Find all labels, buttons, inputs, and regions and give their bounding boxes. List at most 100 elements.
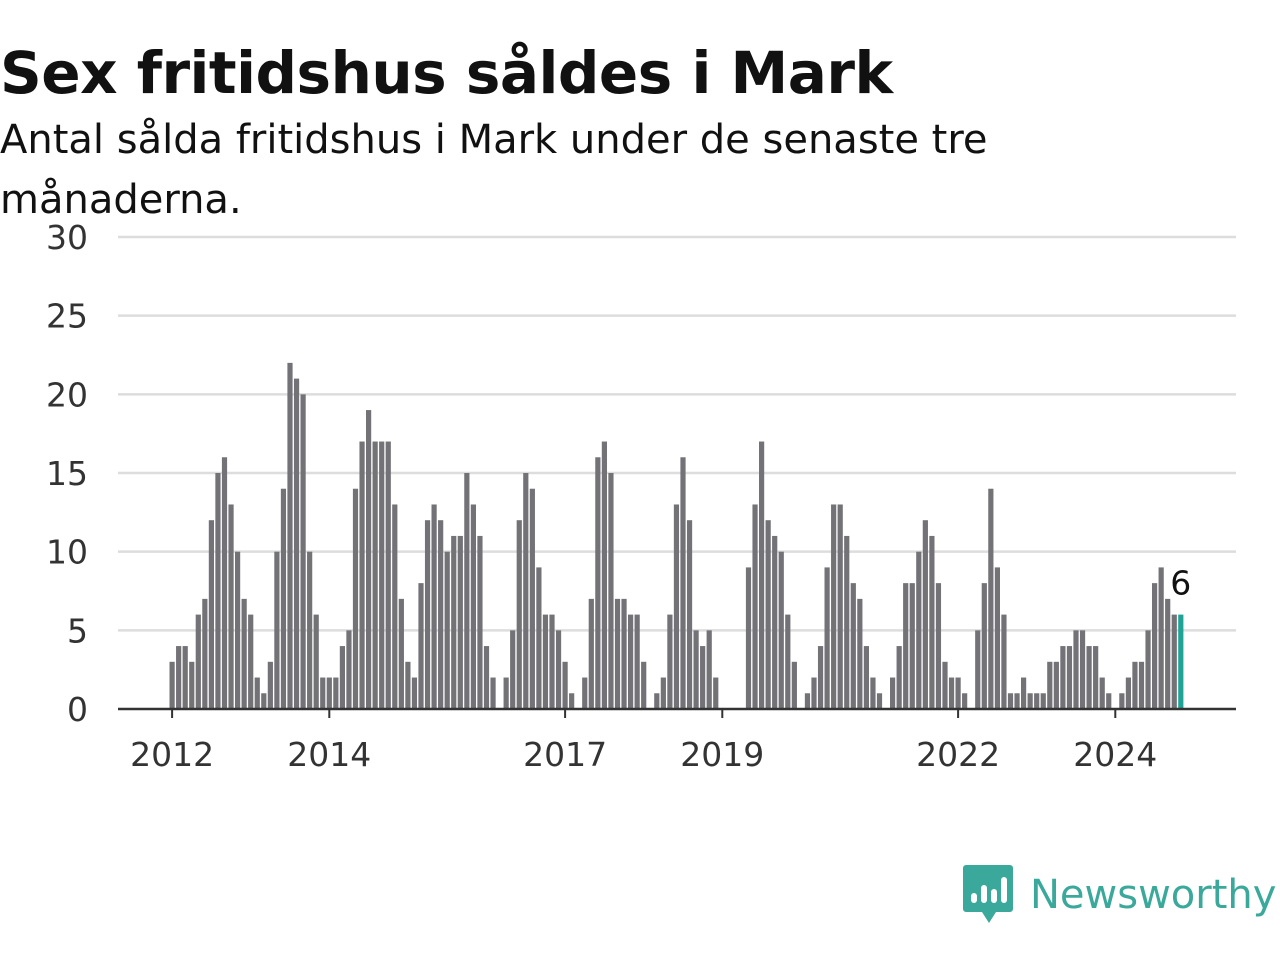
bar xyxy=(693,630,699,709)
x-tick-label: 2012 xyxy=(130,735,214,774)
bar xyxy=(352,488,359,709)
bar xyxy=(379,441,385,709)
bar xyxy=(483,646,490,709)
bar xyxy=(831,504,837,709)
bar xyxy=(876,693,883,709)
bar xyxy=(903,583,909,709)
bar xyxy=(438,520,444,709)
bar xyxy=(1079,630,1086,709)
bar xyxy=(1021,677,1027,709)
bar xyxy=(202,598,208,709)
bar xyxy=(955,677,961,709)
bar xyxy=(549,614,555,709)
bar xyxy=(929,535,935,709)
bar xyxy=(418,583,424,709)
bar xyxy=(1152,583,1158,709)
bar xyxy=(339,646,345,709)
bar xyxy=(529,488,535,709)
bar xyxy=(293,378,300,709)
bar xyxy=(824,567,830,709)
bar xyxy=(765,520,771,709)
bar xyxy=(221,457,228,709)
bar xyxy=(811,677,817,709)
bar xyxy=(1178,614,1184,709)
bar xyxy=(274,551,280,709)
bar xyxy=(503,677,509,709)
bar xyxy=(1171,614,1177,709)
y-tick-label: 20 xyxy=(46,375,88,414)
bar xyxy=(215,473,221,709)
bar xyxy=(962,693,968,709)
bar xyxy=(280,488,287,709)
bar xyxy=(1125,677,1131,709)
bar xyxy=(477,535,483,709)
bar xyxy=(706,630,712,709)
brand-logo: Newsworthy xyxy=(962,862,1276,928)
bar xyxy=(634,614,640,709)
y-tick-label: 25 xyxy=(46,297,88,336)
bar xyxy=(189,661,195,709)
bar xyxy=(745,567,752,709)
newsworthy-logo-icon xyxy=(963,865,1013,923)
bar xyxy=(700,646,706,709)
bar xyxy=(405,661,411,709)
bar xyxy=(922,520,928,709)
bar xyxy=(628,614,634,709)
bar xyxy=(1145,630,1151,709)
bar xyxy=(713,677,719,709)
bar xyxy=(988,488,994,709)
bar xyxy=(1047,661,1053,709)
x-tick-label: 2019 xyxy=(680,735,764,774)
bar xyxy=(1106,693,1112,709)
bar xyxy=(372,441,378,709)
bar xyxy=(667,614,673,709)
bar xyxy=(588,598,594,709)
y-tick-label: 10 xyxy=(46,533,88,572)
bar xyxy=(837,504,843,709)
bar xyxy=(516,520,522,709)
bar xyxy=(444,551,450,709)
highlight-value-label: 6 xyxy=(1170,564,1191,603)
bar xyxy=(562,661,568,709)
bar xyxy=(582,677,588,709)
bar xyxy=(569,693,575,709)
bar xyxy=(490,677,496,709)
bar xyxy=(1158,567,1164,709)
bar xyxy=(313,614,319,709)
bar xyxy=(254,677,260,709)
bar xyxy=(287,362,293,709)
bar xyxy=(660,677,666,709)
bar xyxy=(916,551,922,709)
bar xyxy=(850,583,856,709)
bar xyxy=(752,504,758,709)
bar xyxy=(621,598,627,709)
bar xyxy=(320,677,326,709)
bar xyxy=(366,410,372,709)
bar xyxy=(536,567,542,709)
bar xyxy=(890,677,896,709)
bar xyxy=(359,441,365,709)
bar xyxy=(392,504,398,709)
bar xyxy=(176,646,182,709)
chart-title: Sex fritidshus såldes i Mark xyxy=(0,39,893,107)
bar xyxy=(817,646,824,709)
bar xyxy=(654,693,660,709)
bar xyxy=(464,473,470,709)
bar xyxy=(1119,693,1125,709)
bar xyxy=(542,614,549,709)
bar xyxy=(235,551,241,709)
bar xyxy=(870,677,876,709)
bar xyxy=(510,630,516,709)
bar xyxy=(601,441,607,709)
x-tick-label: 2017 xyxy=(523,735,607,774)
x-tick-label: 2022 xyxy=(916,735,1000,774)
bar xyxy=(1099,677,1105,709)
bar xyxy=(1014,693,1020,709)
bar xyxy=(208,520,214,709)
bar xyxy=(595,457,601,709)
x-tick-label: 2014 xyxy=(287,735,371,774)
bar xyxy=(261,693,267,709)
bar xyxy=(307,551,313,709)
brand-name: Newsworthy xyxy=(1030,872,1277,918)
bar xyxy=(1007,693,1014,709)
